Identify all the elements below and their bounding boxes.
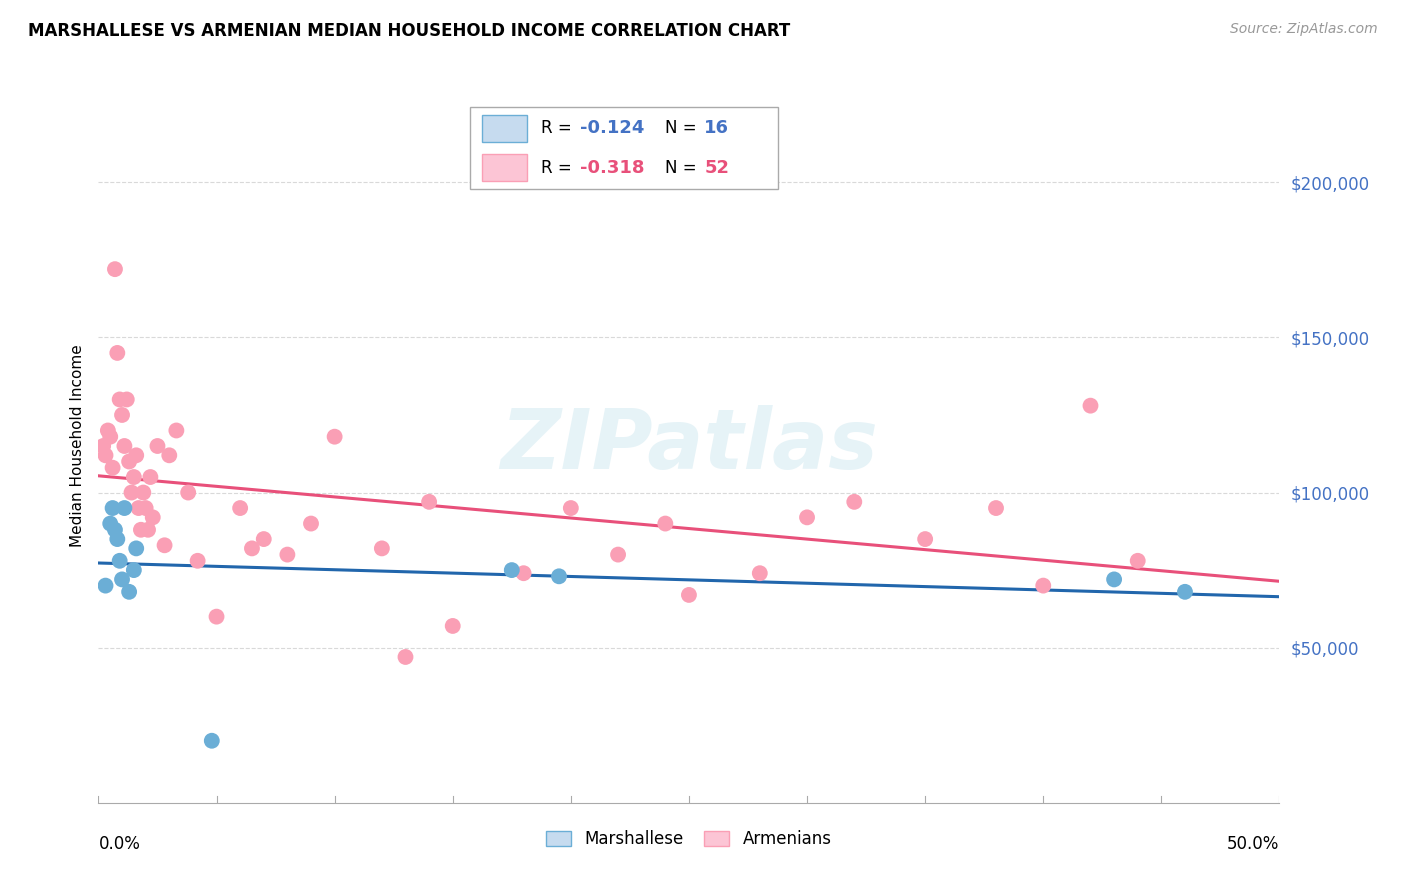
Point — [201, 733, 224, 747]
Point — [136, 523, 159, 537]
Point — [101, 501, 124, 516]
Text: N =: N = — [665, 159, 702, 177]
Point — [104, 523, 127, 537]
Point — [844, 495, 866, 509]
Point — [253, 532, 276, 546]
Point — [129, 523, 152, 537]
Point — [122, 563, 145, 577]
Point — [105, 346, 128, 360]
Point — [94, 448, 117, 462]
Point — [115, 392, 138, 407]
Point — [146, 439, 169, 453]
Point — [111, 573, 134, 587]
Point — [111, 408, 134, 422]
Point — [105, 532, 128, 546]
Point — [153, 538, 176, 552]
Point — [125, 448, 148, 462]
Point — [418, 495, 440, 509]
Text: N =: N = — [665, 120, 702, 137]
Text: 0.0%: 0.0% — [98, 835, 141, 853]
Point — [501, 563, 523, 577]
Point — [678, 588, 700, 602]
Point — [323, 430, 346, 444]
Point — [1032, 579, 1054, 593]
Point — [132, 485, 155, 500]
Text: R =: R = — [541, 159, 578, 177]
Text: 50.0%: 50.0% — [1227, 835, 1279, 853]
Point — [101, 460, 124, 475]
Point — [177, 485, 200, 500]
Point — [98, 516, 121, 531]
Point — [1126, 554, 1149, 568]
Point — [121, 485, 143, 500]
Point — [165, 424, 187, 438]
Point — [748, 566, 770, 581]
Point — [112, 439, 135, 453]
Text: ZIPatlas: ZIPatlas — [501, 406, 877, 486]
Point — [157, 448, 180, 462]
Point — [142, 510, 165, 524]
Point — [1174, 584, 1197, 599]
Point — [91, 439, 114, 453]
FancyBboxPatch shape — [482, 154, 527, 181]
Point — [560, 501, 582, 516]
Point — [118, 584, 141, 599]
Text: MARSHALLESE VS ARMENIAN MEDIAN HOUSEHOLD INCOME CORRELATION CHART: MARSHALLESE VS ARMENIAN MEDIAN HOUSEHOLD… — [28, 22, 790, 40]
Point — [135, 501, 157, 516]
Legend: Marshallese, Armenians: Marshallese, Armenians — [540, 824, 838, 855]
Point — [108, 554, 131, 568]
Point — [394, 650, 416, 665]
Point — [276, 548, 298, 562]
Point — [984, 501, 1007, 516]
Point — [607, 548, 630, 562]
Point — [108, 392, 131, 407]
Point — [122, 470, 145, 484]
Point — [97, 424, 120, 438]
Text: R =: R = — [541, 120, 578, 137]
Point — [139, 470, 162, 484]
Point — [914, 532, 936, 546]
Point — [104, 262, 127, 277]
Point — [98, 430, 121, 444]
FancyBboxPatch shape — [482, 115, 527, 142]
Point — [299, 516, 322, 531]
Point — [125, 541, 148, 556]
FancyBboxPatch shape — [471, 107, 778, 189]
Y-axis label: Median Household Income: Median Household Income — [70, 344, 86, 548]
Point — [1102, 573, 1125, 587]
Point — [112, 501, 135, 516]
Point — [796, 510, 818, 524]
Point — [1080, 399, 1102, 413]
Text: 52: 52 — [704, 159, 730, 177]
Point — [94, 579, 117, 593]
Text: -0.124: -0.124 — [581, 120, 645, 137]
Point — [654, 516, 676, 531]
Point — [187, 554, 209, 568]
Point — [512, 566, 534, 581]
Point — [229, 501, 252, 516]
Text: -0.318: -0.318 — [581, 159, 645, 177]
Point — [128, 501, 150, 516]
Point — [371, 541, 394, 556]
Text: Source: ZipAtlas.com: Source: ZipAtlas.com — [1230, 22, 1378, 37]
Point — [205, 609, 228, 624]
Point — [548, 569, 571, 583]
Point — [118, 454, 141, 468]
Point — [441, 619, 464, 633]
Text: 16: 16 — [704, 120, 730, 137]
Point — [240, 541, 263, 556]
